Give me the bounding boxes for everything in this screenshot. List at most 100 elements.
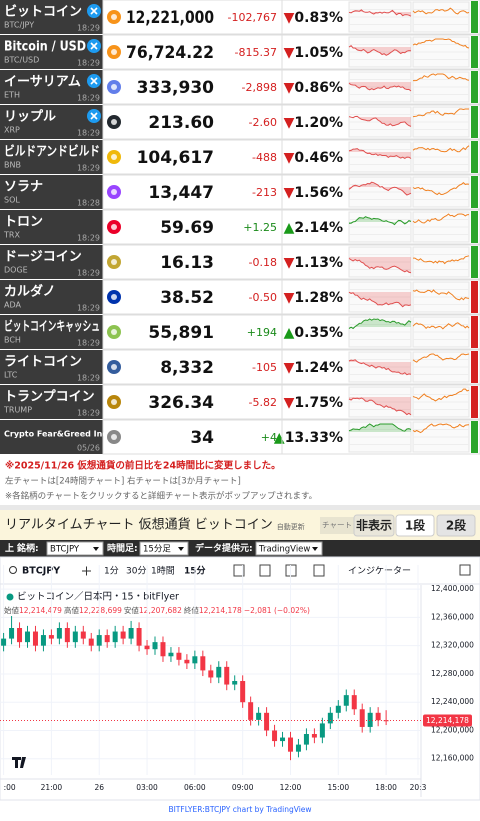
sparkline[interactable] <box>412 281 470 313</box>
note: 左チャートは[24時間チャート] 右チャートは[3か月チャート] <box>5 476 241 487</box>
x-tick-label: 12:00 <box>280 783 302 792</box>
control-label: 銘柄: <box>17 542 39 554</box>
sparkline[interactable] <box>348 71 412 103</box>
sparkline[interactable] <box>348 386 412 418</box>
view-button[interactable] <box>395 514 435 537</box>
sparkline[interactable] <box>348 176 412 208</box>
last-price-tag <box>423 714 472 727</box>
candle-body <box>9 628 15 639</box>
candle-body <box>256 712 262 720</box>
trend-bar <box>471 316 478 348</box>
view-button[interactable] <box>353 514 395 537</box>
coin-symbol: BTC/JPY <box>4 21 34 30</box>
sparkline[interactable] <box>412 351 470 383</box>
auto-update: 自動更新 <box>277 522 305 531</box>
sparkline[interactable] <box>412 1 470 33</box>
sparkline[interactable] <box>412 141 470 173</box>
price: 38.52 <box>160 288 214 308</box>
sparkline[interactable] <box>348 421 412 453</box>
candle-body <box>80 631 86 639</box>
sparkline-line <box>348 291 412 308</box>
sparkline[interactable] <box>412 246 470 278</box>
view-button-label: 2段 <box>446 518 467 533</box>
sparkline[interactable] <box>348 316 412 348</box>
sparkline-area <box>349 257 411 273</box>
sparkline-area <box>349 216 411 225</box>
sparkline[interactable] <box>412 36 470 68</box>
update-time: 18:29 <box>77 164 100 173</box>
toolbar-symbol: BTCJPY <box>22 566 60 577</box>
price: 76,724.22 <box>126 43 214 63</box>
section-gap <box>0 505 480 510</box>
view-button[interactable] <box>436 514 476 537</box>
sparkline[interactable] <box>348 211 412 243</box>
name-cell <box>0 420 103 454</box>
legend-high: 12,228,699 <box>79 606 122 615</box>
coin-name: ドージコイン <box>4 250 82 265</box>
candle-body <box>64 628 70 643</box>
note: ※各銘柄のチャートをクリックすると詳細チャート表示がポップアップされます。 <box>5 491 317 502</box>
coin-name: カルダノ <box>4 284 56 300</box>
sparkline[interactable] <box>412 106 470 138</box>
tool-icon[interactable] <box>233 564 245 577</box>
sparkline-line <box>348 45 412 56</box>
sparkline[interactable] <box>348 281 412 313</box>
indicators: インジケーター <box>348 566 411 577</box>
candle-body <box>264 712 270 731</box>
coin-icon-inner <box>111 49 117 55</box>
sparkline[interactable] <box>348 106 412 138</box>
sparkline[interactable] <box>348 141 412 173</box>
coin-icon-inner <box>111 259 117 265</box>
name-cell <box>0 385 103 419</box>
tool-icon[interactable] <box>285 564 297 577</box>
sparkline-line <box>412 38 470 49</box>
trend-bar <box>471 176 478 208</box>
interval: 1分 <box>104 566 119 577</box>
trend-bar <box>471 351 478 383</box>
legend-dot <box>6 593 14 601</box>
sparkline[interactable] <box>348 36 412 68</box>
trend-bar <box>471 36 478 68</box>
sparkline-line <box>412 353 470 363</box>
coin-symbol: ETH <box>4 91 20 100</box>
change-percent: ▼1.13% <box>284 255 343 271</box>
name-cell <box>0 70 103 104</box>
popout-icon[interactable] <box>459 564 471 576</box>
sparkline-line <box>348 397 412 416</box>
candle-body <box>200 656 206 671</box>
trend-bar <box>471 246 478 278</box>
select-box[interactable] <box>46 541 104 556</box>
sparkline[interactable] <box>348 351 412 383</box>
select-box[interactable] <box>255 541 323 556</box>
control-bar <box>0 540 480 557</box>
sparkline[interactable] <box>412 421 470 453</box>
sparkline[interactable] <box>412 211 470 243</box>
change-percent: ▼0.86% <box>284 80 343 96</box>
sparkline[interactable] <box>348 1 412 33</box>
y-tick-label: 12,320,000 <box>431 641 474 650</box>
sparkline[interactable] <box>412 316 470 348</box>
legend-high-label: 高値 <box>64 605 79 615</box>
coin-symbol: BNB <box>4 161 21 170</box>
tool-icon[interactable] <box>259 564 271 577</box>
sparkline-line <box>348 359 412 376</box>
add-icon[interactable] <box>82 566 91 576</box>
change-percent: ▼1.20% <box>284 115 343 131</box>
sparkline-line <box>412 322 470 330</box>
tool-icon[interactable] <box>313 564 325 577</box>
select-box[interactable] <box>139 541 189 556</box>
sparkline[interactable] <box>412 386 470 418</box>
coin-symbol: XRP <box>4 126 20 135</box>
trend-bar <box>471 421 478 453</box>
candle-body <box>112 631 118 643</box>
trend-bar <box>471 386 478 418</box>
sparkline[interactable] <box>412 176 470 208</box>
legend-open: 12,214,479 <box>19 606 62 615</box>
change: -815.37 <box>235 46 277 59</box>
change: -102,767 <box>228 11 277 24</box>
sparkline[interactable] <box>412 71 470 103</box>
name-cell <box>0 105 103 139</box>
candle-body <box>32 631 38 646</box>
sparkline[interactable] <box>348 246 412 278</box>
